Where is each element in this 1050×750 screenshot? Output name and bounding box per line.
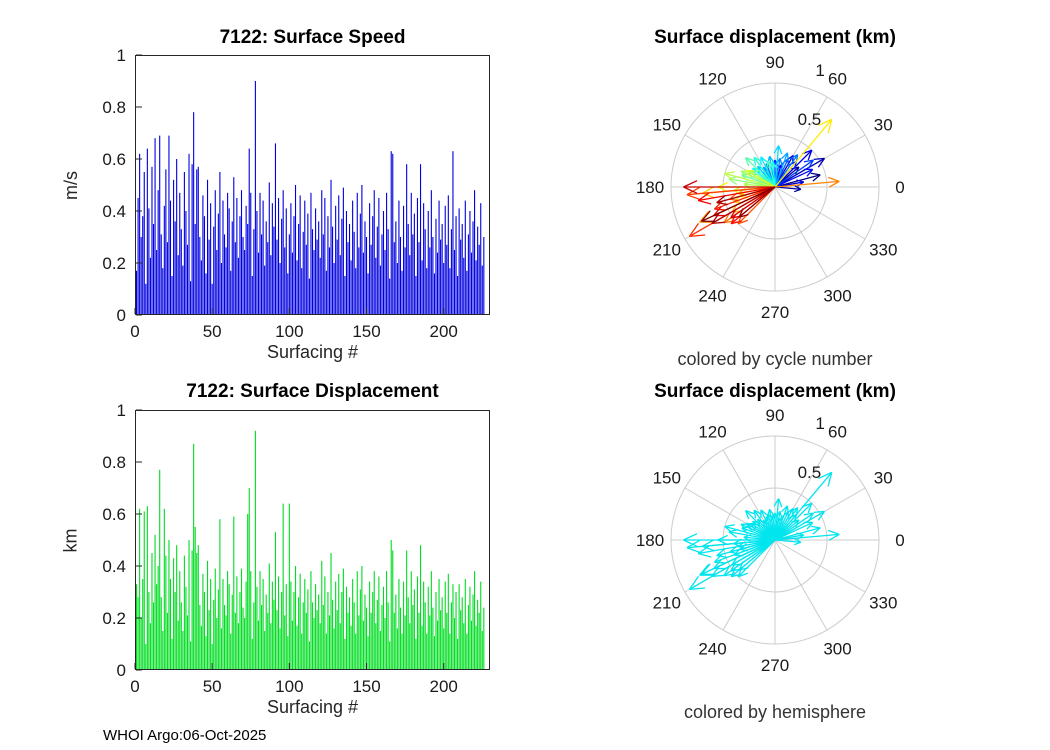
displacement-chart-title: 7122: Surface Displacement [186,381,439,402]
svg-text:90: 90 [766,53,785,72]
svg-text:240: 240 [698,639,726,658]
svg-text:200: 200 [430,677,458,696]
displacement-bar-chart: 0 50 100 150 200 0 0.2 0.4 0.6 0.8 1 [102,401,490,696]
svg-text:0.2: 0.2 [102,609,126,628]
svg-text:180: 180 [636,531,664,550]
polar-displacement-hemisphere-chart: 0 30 60 90 120 150 180 210 240 270 300 330 0.5 1 [636,406,905,675]
svg-text:30: 30 [874,116,893,135]
speed-chart-title: 7122: Surface Speed [219,27,406,48]
svg-text:0.4: 0.4 [102,557,126,576]
polar-displacement-cycle-chart: 0 30 60 90 120 150 180 210 240 270 300 330 0.5 1 [636,53,905,322]
svg-text:0: 0 [895,178,904,197]
svg-text:200: 200 [430,322,458,341]
svg-text:150: 150 [653,469,681,488]
svg-text:100: 100 [275,677,303,696]
svg-text:0: 0 [130,322,139,341]
svg-text:1: 1 [815,61,824,80]
polar-cycle-caption: colored by cycle number [677,349,873,369]
svg-text:120: 120 [698,423,726,442]
svg-text:0.4: 0.4 [102,202,126,221]
svg-text:120: 120 [698,70,726,89]
svg-text:150: 150 [653,116,681,135]
svg-text:0.8: 0.8 [102,453,126,472]
svg-text:240: 240 [698,286,726,305]
svg-text:0.5: 0.5 [798,463,822,482]
svg-text:50: 50 [203,677,222,696]
svg-text:0.6: 0.6 [102,150,126,169]
svg-text:180: 180 [636,178,664,197]
svg-text:270: 270 [761,656,789,675]
svg-text:150: 150 [352,322,380,341]
svg-text:0: 0 [130,677,139,696]
svg-text:1: 1 [117,401,126,420]
svg-text:0.2: 0.2 [102,254,126,273]
svg-text:330: 330 [869,594,897,613]
svg-text:270: 270 [761,303,789,322]
svg-text:0: 0 [117,306,126,325]
svg-text:30: 30 [874,469,893,488]
svg-text:60: 60 [828,70,847,89]
polar-hemisphere-caption: colored by hemisphere [683,702,867,722]
svg-text:0: 0 [895,531,904,550]
svg-text:300: 300 [823,286,851,305]
svg-text:60: 60 [828,423,847,442]
svg-text:0.5: 0.5 [798,110,822,129]
svg-text:0.8: 0.8 [102,98,126,117]
polar-hemisphere-title: Surface displacement (km) [654,381,896,402]
svg-text:210: 210 [653,594,681,613]
svg-text:100: 100 [275,322,303,341]
svg-text:300: 300 [823,639,851,658]
displacement-y-axis-label: km [60,528,81,552]
svg-text:0: 0 [117,661,126,680]
svg-text:150: 150 [352,677,380,696]
speed-x-axis-label: Surfacing # [266,342,359,362]
svg-text:1: 1 [117,46,126,65]
svg-text:50: 50 [203,322,222,341]
polar-cycle-title: Surface displacement (km) [654,27,896,48]
figure-credit-text: WHOI Argo:06-Oct-2025 [103,727,267,744]
svg-text:210: 210 [653,241,681,260]
svg-text:330: 330 [869,241,897,260]
svg-text:1: 1 [815,414,824,433]
speed-bar-chart: 0 50 100 150 200 0 0.2 0.4 0.6 0.8 1 [102,46,490,341]
displacement-x-axis-label: Surfacing # [266,697,359,717]
svg-text:90: 90 [766,406,785,425]
speed-y-axis-label: m/s [60,170,81,200]
svg-text:0.6: 0.6 [102,505,126,524]
